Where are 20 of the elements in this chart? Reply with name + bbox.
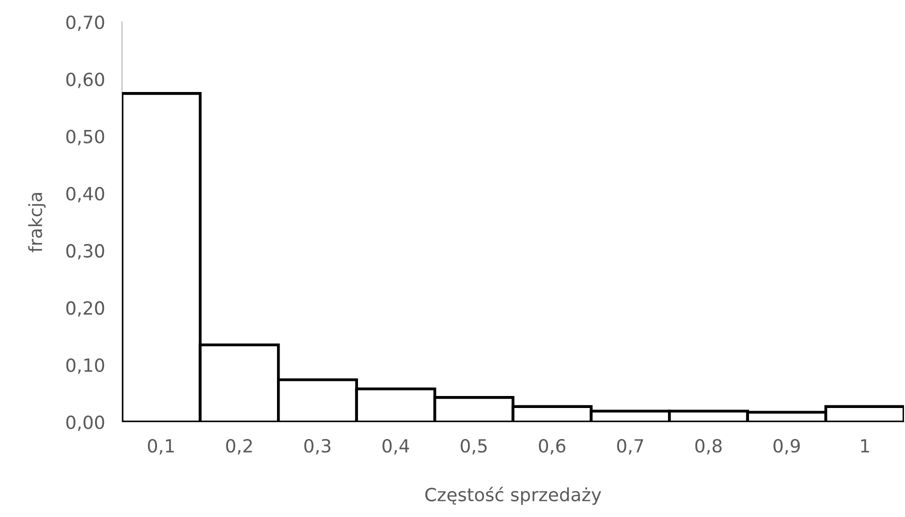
y-tick-label: 0,60 bbox=[66, 72, 104, 88]
y-tick-label: 0,30 bbox=[66, 244, 104, 260]
x-tick-label: 0,5 bbox=[460, 438, 487, 454]
x-tick-label: 0,4 bbox=[382, 438, 410, 454]
y-axis-title: frakcja bbox=[28, 192, 46, 252]
y-tick-label: 0,20 bbox=[66, 301, 104, 317]
x-tick-label: 0,9 bbox=[774, 438, 800, 454]
y-tick-label: 0,50 bbox=[66, 130, 104, 146]
x-tick-label: 0,1 bbox=[148, 438, 174, 454]
x-tick-label: 0,6 bbox=[538, 438, 566, 454]
y-tick-label: 0,70 bbox=[66, 15, 104, 31]
x-tick-label: 1 bbox=[861, 439, 869, 452]
x-tick-label: 0,7 bbox=[617, 438, 644, 454]
y-tick-label: 0,40 bbox=[66, 186, 104, 202]
x-tick-label: 0,3 bbox=[304, 438, 330, 454]
x-tick-label: 0,2 bbox=[226, 438, 252, 454]
x-tick-label: 0,8 bbox=[695, 438, 722, 454]
y-tick-label: 0,00 bbox=[66, 415, 104, 431]
x-axis-title: Częstość sprzedaży bbox=[425, 486, 602, 505]
y-tick-label: 0,10 bbox=[66, 358, 104, 374]
